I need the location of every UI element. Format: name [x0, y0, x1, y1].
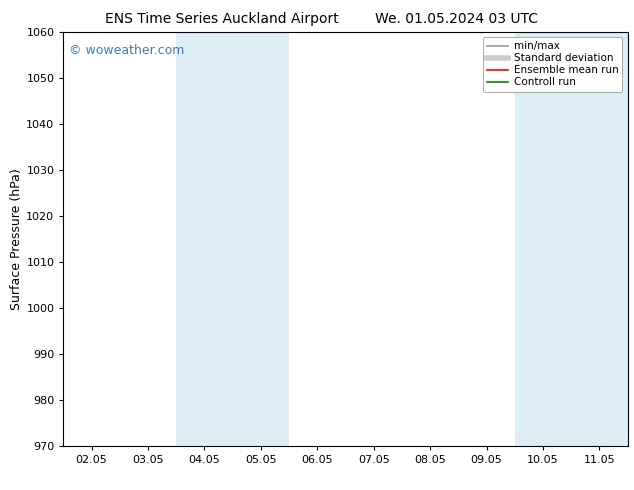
Bar — [571, 32, 628, 446]
Y-axis label: Surface Pressure (hPa): Surface Pressure (hPa) — [11, 168, 23, 310]
Text: We. 01.05.2024 03 UTC: We. 01.05.2024 03 UTC — [375, 12, 538, 26]
Bar — [233, 32, 289, 446]
Bar — [176, 32, 233, 446]
Bar — [515, 32, 571, 446]
Text: ENS Time Series Auckland Airport: ENS Time Series Auckland Airport — [105, 12, 339, 26]
Text: © woweather.com: © woweather.com — [69, 44, 184, 57]
Legend: min/max, Standard deviation, Ensemble mean run, Controll run: min/max, Standard deviation, Ensemble me… — [483, 37, 623, 92]
